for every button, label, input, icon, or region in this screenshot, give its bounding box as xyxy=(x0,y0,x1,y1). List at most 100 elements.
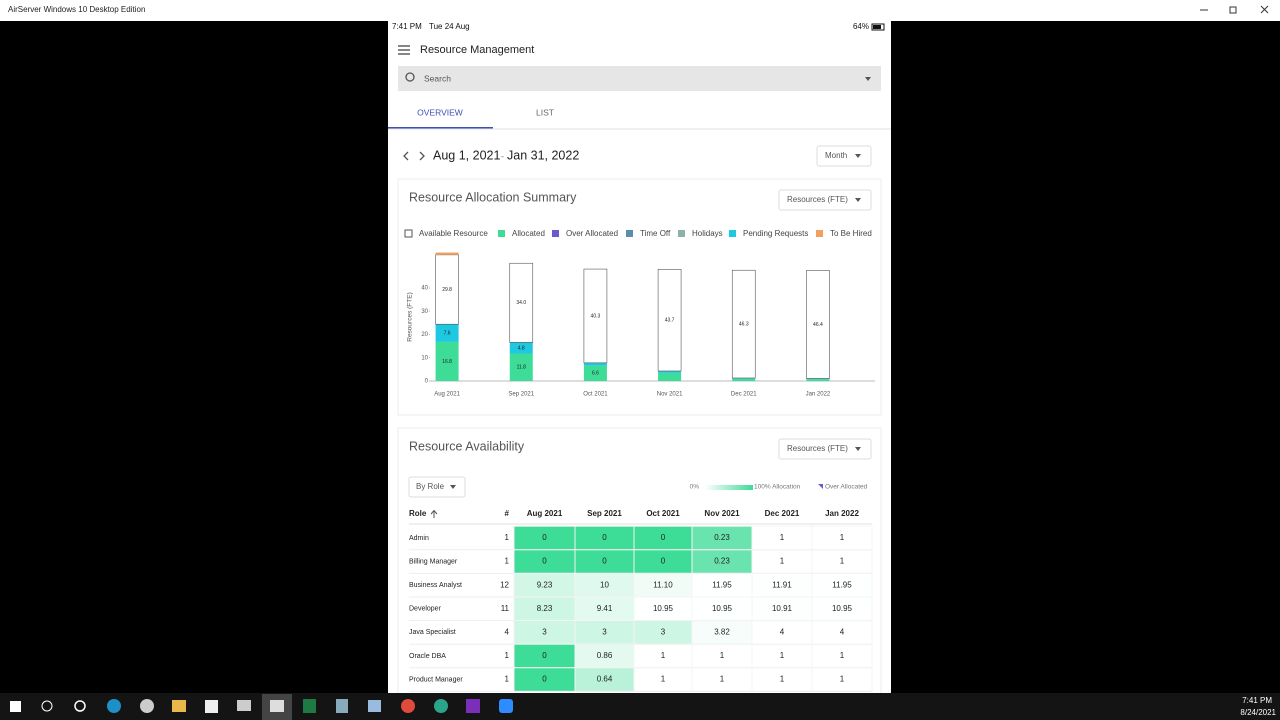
availability-value: 0 xyxy=(542,675,547,684)
availability-value: 11.10 xyxy=(653,580,673,589)
menu-icon[interactable] xyxy=(398,45,410,55)
bar-value-label: 40.3 xyxy=(591,313,601,319)
availability-value: 1 xyxy=(720,675,725,684)
role-name: Product Manager xyxy=(409,676,463,683)
prev-button[interactable] xyxy=(403,151,409,161)
legend-swatch xyxy=(498,230,505,237)
legend-swatch xyxy=(678,230,685,237)
bar-value-label: 46.4 xyxy=(813,322,823,328)
bar-segment xyxy=(435,324,459,342)
column-header: Dec 2021 xyxy=(765,509,800,518)
tab-overview[interactable]: OVERVIEW xyxy=(417,107,463,117)
role-name: Admin xyxy=(409,535,429,542)
tab-indicator xyxy=(388,127,493,129)
period-selector[interactable] xyxy=(816,145,872,167)
title-bar xyxy=(0,0,1280,21)
role-name: Business Analyst xyxy=(409,582,462,589)
column-header: Oct 2021 xyxy=(646,509,680,518)
availability-value: 0.64 xyxy=(597,675,613,684)
x-tick-label: Dec 2021 xyxy=(731,392,757,398)
y-tick-label: 0 xyxy=(425,379,429,385)
availability-value: 1 xyxy=(661,651,666,660)
y-tick-label: 20 xyxy=(421,332,428,338)
role-count: 1 xyxy=(505,533,510,542)
availability-value: 4 xyxy=(780,628,785,637)
availability-value: 3 xyxy=(602,628,607,637)
bar-value-label: 46.3 xyxy=(739,321,749,327)
bar-segment xyxy=(732,377,756,379)
unit-arrow xyxy=(855,198,861,202)
taskbar-icons[interactable] xyxy=(10,694,513,720)
search-placeholder: Search xyxy=(424,73,451,83)
column-header: Nov 2021 xyxy=(704,509,740,518)
bar-segment xyxy=(731,269,756,379)
column-header: Jan 2022 xyxy=(825,509,859,518)
group-arrow xyxy=(450,485,456,489)
availability-value: 10.95 xyxy=(832,604,853,613)
column-header: # xyxy=(505,509,510,518)
bar-segment xyxy=(509,262,534,343)
legend-swatch xyxy=(404,229,413,238)
unit-label: Resources (FTE) xyxy=(787,195,848,204)
tab-list[interactable]: LIST xyxy=(536,107,554,117)
role-count: 1 xyxy=(505,675,510,684)
availability-unit-selector[interactable] xyxy=(778,438,872,460)
bar-segment xyxy=(435,252,459,255)
date-separator: - xyxy=(501,151,504,161)
y-tick-label: 10 xyxy=(421,355,428,361)
role-count: 1 xyxy=(505,651,510,660)
search-dropdown[interactable] xyxy=(865,77,871,81)
availability-value: 10 xyxy=(600,580,609,589)
battery-level: 64% xyxy=(853,22,869,31)
availability-value: 11.91 xyxy=(772,580,792,589)
legend-swatch xyxy=(816,230,823,237)
column-header: Aug 2021 xyxy=(527,509,563,518)
availability-title: Resource Availability xyxy=(409,439,525,453)
bar-segment xyxy=(583,365,607,381)
group-selector[interactable] xyxy=(408,476,466,498)
taskbar xyxy=(0,693,1280,720)
availability-unit-arrow xyxy=(855,447,861,451)
availability-value: 1 xyxy=(840,651,845,660)
availability-value: 3 xyxy=(542,628,547,637)
bar-value-label: 34.0 xyxy=(516,300,526,306)
battery-icon xyxy=(871,23,885,31)
availability-value: 10.91 xyxy=(772,604,793,613)
bar-segment xyxy=(732,378,756,381)
x-tick-label: Aug 2021 xyxy=(434,392,460,398)
window-controls[interactable] xyxy=(1200,5,1269,14)
legend-label: Available Resource xyxy=(419,229,488,238)
chart-title: Resource Allocation Summary xyxy=(409,190,577,204)
availability-value: 1 xyxy=(661,675,666,684)
availability-value: 1 xyxy=(780,533,785,542)
availability-value: 0.23 xyxy=(714,533,730,542)
y-tick-label: 30 xyxy=(421,309,428,315)
availability-value: 3 xyxy=(661,628,666,637)
bar-segment xyxy=(509,353,533,381)
availability-unit-label: Resources (FTE) xyxy=(787,444,848,453)
bar-segment xyxy=(658,370,682,373)
y-tick-label: 40 xyxy=(421,285,428,291)
role-count: 11 xyxy=(501,604,510,613)
over-allocated-icon xyxy=(818,484,823,489)
bar-value-label: 16.8 xyxy=(442,359,452,365)
bar-segment xyxy=(806,378,830,380)
availability-value: 1 xyxy=(840,675,845,684)
legend-label: Allocated xyxy=(512,229,545,238)
unit-selector[interactable] xyxy=(778,189,872,211)
search-bar[interactable] xyxy=(398,66,881,91)
bar-segment xyxy=(806,270,830,379)
legend-swatch xyxy=(729,230,736,237)
bar-value-label: 43.7 xyxy=(665,317,675,323)
role-count: 4 xyxy=(505,628,510,637)
availability-value: 1 xyxy=(780,557,785,566)
next-button[interactable] xyxy=(419,151,425,161)
bar-segment xyxy=(435,341,459,381)
column-header: Sep 2021 xyxy=(587,509,622,518)
availability-value: 0 xyxy=(602,557,607,566)
scale-max: 100% Allocation xyxy=(754,484,801,491)
role-name: Developer xyxy=(409,606,442,613)
availability-value: 1 xyxy=(780,651,785,660)
